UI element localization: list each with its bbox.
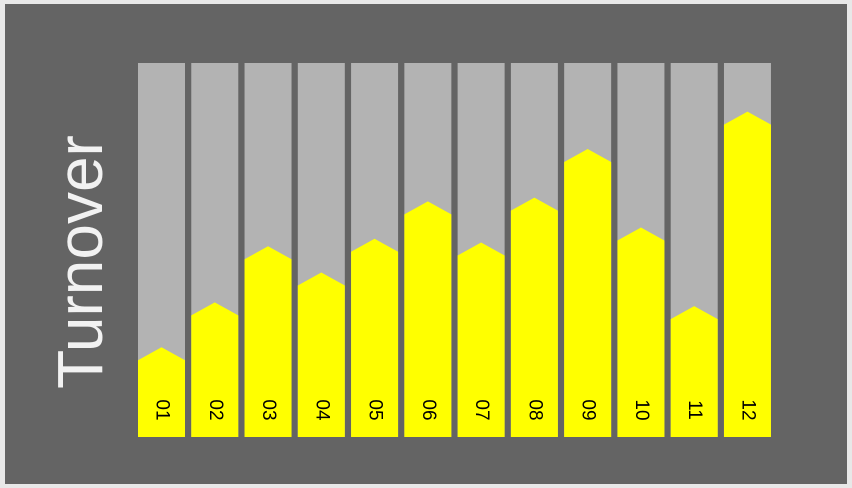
bar [617, 227, 665, 437]
x-tick-label: 03 [258, 399, 279, 420]
x-tick-label: 11 [684, 400, 705, 420]
bar [244, 246, 292, 437]
x-tick-label: 01 [151, 399, 172, 420]
bar [723, 111, 771, 438]
chart-title: Turnover [44, 135, 116, 389]
x-tick-label: 05 [365, 399, 386, 420]
x-tick-label: 10 [631, 399, 652, 420]
x-tick-label: 04 [311, 399, 332, 421]
bar [297, 272, 345, 437]
x-tick-label: 08 [524, 399, 545, 420]
bar [457, 242, 505, 437]
x-tick-label: 02 [205, 399, 226, 420]
x-tick-label: 07 [471, 399, 492, 420]
x-tick-label: 09 [578, 399, 599, 420]
bar [404, 201, 452, 437]
bar [351, 238, 399, 437]
bar [670, 306, 718, 437]
bar [564, 149, 612, 437]
bar [138, 347, 185, 437]
x-tick-label: 06 [418, 399, 439, 420]
bar [510, 197, 558, 437]
x-tick-label: 12 [737, 399, 758, 420]
bar [191, 302, 239, 437]
